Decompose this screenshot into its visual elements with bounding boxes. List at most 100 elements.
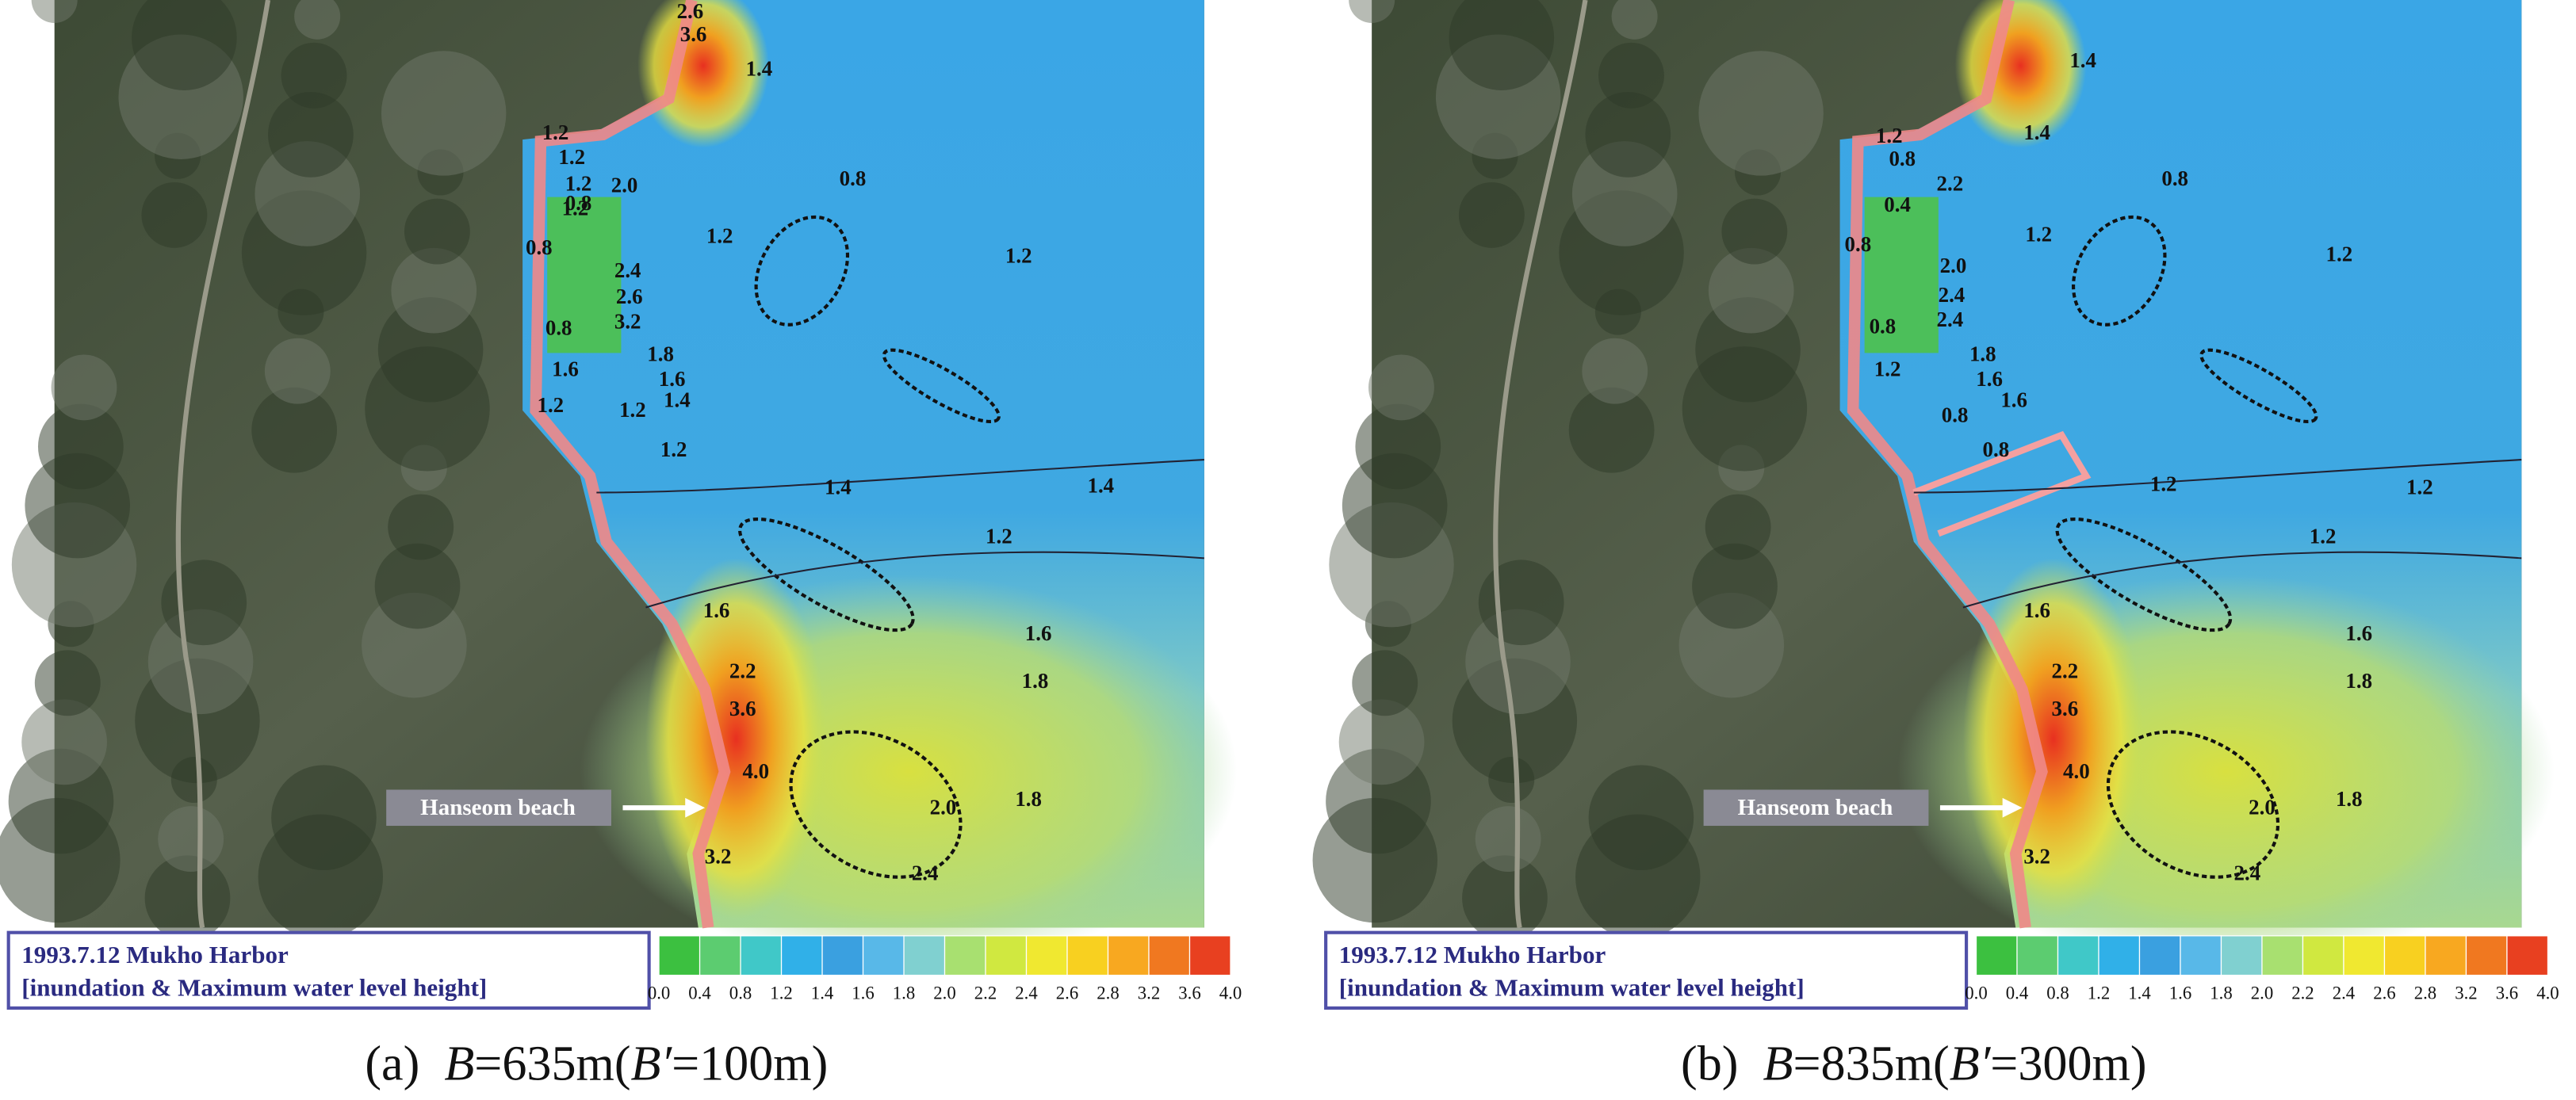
caption-part: =100m) <box>672 1037 828 1091</box>
contour-label: 1.8 <box>2336 787 2363 811</box>
contour-label: 1.4 <box>746 56 773 80</box>
contour-line <box>1913 459 2522 494</box>
terrain-patch <box>161 560 247 646</box>
annotation-arrowhead <box>2002 797 2023 818</box>
contour-line <box>1962 551 2522 609</box>
terrain-patch <box>144 855 231 941</box>
colorbar-cell <box>2302 935 2344 976</box>
contour-label: 1.8 <box>1022 669 1049 693</box>
caption-part: =635m( <box>474 1037 630 1091</box>
terrain-patch <box>31 0 78 23</box>
colorbar-cell <box>985 935 1028 976</box>
terrain-patch <box>1698 51 1824 176</box>
colorbar-label: 1.6 <box>2169 984 2191 1003</box>
colorbar-cell <box>1066 935 1109 976</box>
contour-label: 0.8 <box>565 191 592 215</box>
contour-label: 2.2 <box>1937 171 1964 195</box>
colorbar-label: 1.8 <box>2210 984 2232 1003</box>
harbor-basin <box>1864 197 1939 353</box>
terrain-patch <box>1368 354 1434 421</box>
colorbar-cell <box>903 935 946 976</box>
colorbar-label: 0.4 <box>2006 984 2029 1003</box>
colorbar-label: 4.0 <box>2536 984 2559 1003</box>
terrain-patch <box>1585 92 1671 178</box>
contour-label: 1.2 <box>2406 476 2433 499</box>
terrain-patch <box>391 247 477 334</box>
contour-label: 1.2 <box>565 171 592 195</box>
contour-label: 1.8 <box>647 342 674 366</box>
terrain-patch <box>1462 855 1548 941</box>
inundation <box>1847 0 2048 929</box>
contour-cluster <box>738 517 915 632</box>
contour-label: 1.6 <box>2023 598 2050 622</box>
inundation <box>530 0 731 929</box>
contour-label: 3.6 <box>729 697 756 720</box>
colorbar-label: 2.0 <box>933 984 955 1003</box>
colorbar-cell <box>1148 935 1191 976</box>
contour-label: 4.0 <box>742 759 769 783</box>
colorbar-label: 2.2 <box>2291 984 2314 1003</box>
contour-label: 1.2 <box>706 224 733 248</box>
caption-part: B′ <box>1950 1037 1992 1091</box>
colorbar-cell <box>2506 935 2549 976</box>
contour-label: 1.6 <box>2345 621 2372 645</box>
contour-label: 1.2 <box>660 437 687 461</box>
caption-part: B <box>1763 1037 1793 1091</box>
contour-label: 1.4 <box>1088 473 1115 497</box>
colorbar-cell <box>2425 935 2467 976</box>
colorbar-label: 2.8 <box>2414 984 2436 1003</box>
contour-label: 0.8 <box>545 316 572 340</box>
terrain-patch <box>271 765 377 870</box>
terrain-patch <box>1349 0 1395 23</box>
contour-label: 1.2 <box>2150 472 2177 495</box>
contour-label: 2.6 <box>677 0 704 23</box>
terrain-patch <box>281 42 347 109</box>
contour-label: 0.8 <box>2161 166 2188 190</box>
colorbar-label: 1.4 <box>811 984 834 1003</box>
annotation-box <box>386 789 611 827</box>
terrain-patch <box>294 0 341 40</box>
terrain-patch <box>1708 247 1794 334</box>
panel-caption: (a) B=635m(B′=100m) <box>365 1037 828 1091</box>
legend-box <box>1324 930 1969 1010</box>
contour-label: 0.8 <box>1870 315 1897 338</box>
contour-label: 2.2 <box>729 659 756 683</box>
contour-cluster <box>789 730 963 879</box>
hot-zone <box>1954 0 2087 148</box>
colorbar-cell <box>2343 935 2386 976</box>
breakwater <box>1912 430 2092 537</box>
colorbar-label: 1.6 <box>852 984 874 1003</box>
colorbar-cell <box>2138 935 2181 976</box>
contour-label: 3.2 <box>614 309 641 333</box>
terrain-patch <box>388 494 454 560</box>
caption-part: B′ <box>631 1037 673 1091</box>
contour-label: 1.2 <box>2025 223 2052 246</box>
contour-label: 1.6 <box>703 598 730 622</box>
contour-label: 1.2 <box>562 196 589 220</box>
contour-label: 0.4 <box>1884 193 1911 216</box>
colorbar-label: 3.6 <box>2496 984 2518 1003</box>
terrain-patch <box>1611 0 1658 40</box>
contour-label: 0.8 <box>1889 147 1916 170</box>
annotation-text: Hanseom beach <box>420 795 576 820</box>
colorbar-label: 1.2 <box>770 984 792 1003</box>
terrain-patch <box>1475 806 1541 873</box>
terrain-patch <box>51 354 117 421</box>
terrain-patch <box>37 403 124 490</box>
caption-part: B <box>444 1037 474 1091</box>
terrain-patch <box>381 51 507 176</box>
terrain-patch <box>374 543 461 629</box>
terrain-patch <box>158 806 224 873</box>
contour-label: 1.2 <box>1876 124 1903 147</box>
colorbar-cell <box>1188 935 1231 976</box>
legend-line: [inundation & Maximum water level height… <box>1339 973 1805 1001</box>
terrain-patch <box>1705 494 1771 560</box>
contour-label: 1.2 <box>1874 357 1901 380</box>
colorbar-label: 2.6 <box>2373 984 2395 1003</box>
colorbar-cell <box>2465 935 2508 976</box>
colorbar-label: 2.4 <box>2333 984 2356 1003</box>
legend-line: [inundation & Maximum water level height… <box>21 973 487 1001</box>
panel-caption: (b) B=835m(B′=300m) <box>1681 1037 2147 1091</box>
contour-label: 1.2 <box>2310 525 2337 548</box>
